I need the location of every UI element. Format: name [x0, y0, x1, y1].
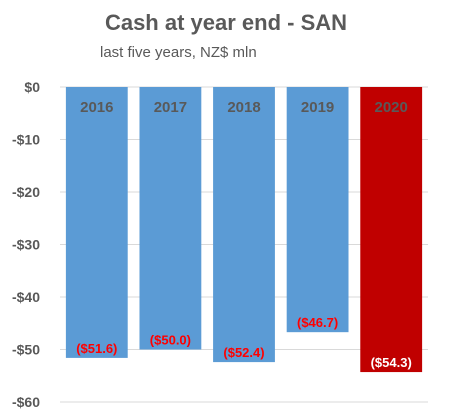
category-label: 2019	[301, 99, 334, 116]
data-label: ($50.0)	[150, 333, 191, 348]
y-tick-label: -$50	[12, 342, 40, 358]
y-tick-label: -$30	[12, 237, 40, 253]
category-label: 2018	[227, 99, 260, 116]
bar	[360, 87, 423, 373]
y-tick-label: -$20	[12, 184, 40, 200]
data-label: ($46.7)	[297, 315, 338, 330]
bar	[139, 87, 202, 350]
category-label: 2020	[375, 99, 408, 116]
category-label: 2017	[154, 99, 187, 116]
bar	[213, 87, 275, 363]
data-label: ($51.6)	[76, 341, 117, 356]
data-label: ($52.4)	[223, 345, 264, 360]
y-tick-label: $0	[24, 79, 40, 95]
y-tick-label: -$10	[12, 132, 40, 148]
chart-subtitle: last five years, NZ$ mln	[100, 44, 257, 61]
chart-title: Cash at year end - SAN	[104, 10, 348, 35]
category-label: 2016	[80, 99, 113, 116]
data-label: ($54.3)	[371, 355, 412, 370]
bar	[286, 87, 349, 333]
bar	[65, 87, 128, 358]
y-tick-label: -$40	[12, 289, 40, 305]
y-tick-label: -$60	[12, 394, 40, 410]
